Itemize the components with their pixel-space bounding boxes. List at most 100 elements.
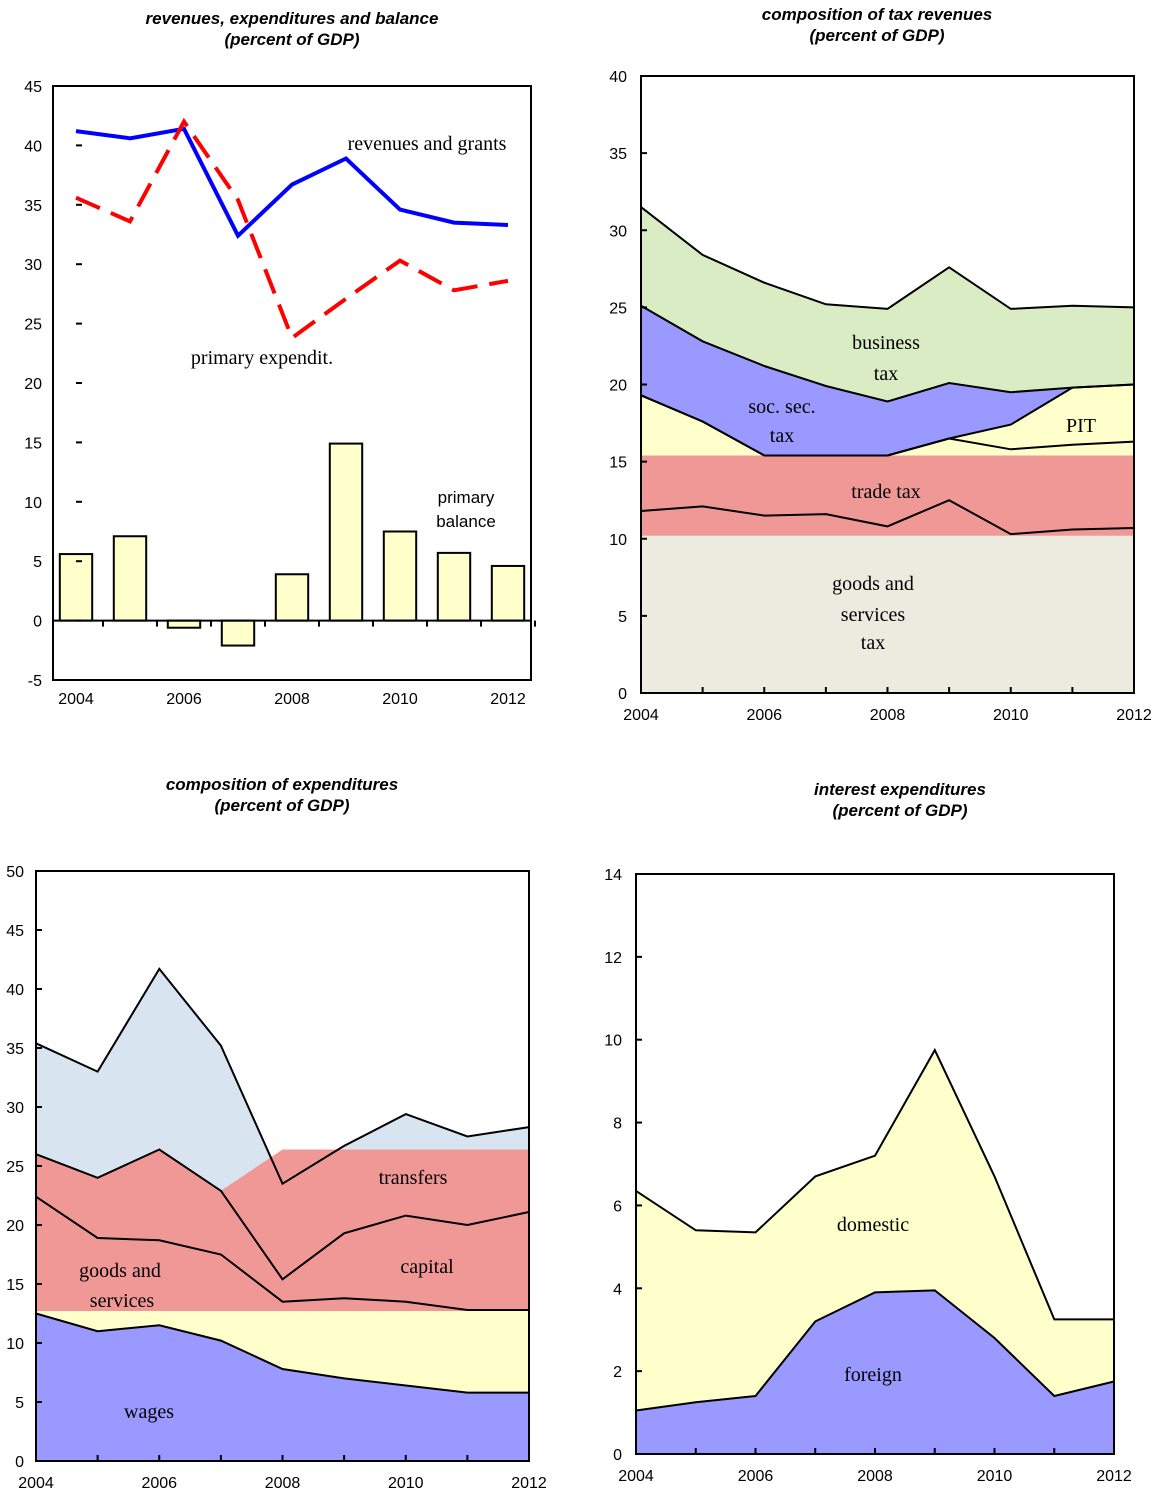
series-line	[640, 383, 1135, 457]
y-tick-label: 5	[15, 1395, 24, 1412]
y-tick-label: 30	[609, 223, 627, 240]
y-tick-label: 12	[604, 950, 622, 967]
y-tick-label: 25	[24, 317, 42, 334]
label-transfers: transfers	[379, 1167, 448, 1189]
y-tick-label: 6	[613, 1198, 622, 1215]
y-tick-label: 20	[6, 1218, 24, 1235]
y-tick-label: 8	[613, 1116, 622, 1133]
panel-interest-expenditures: interest expenditures (percent of GDP) 0…	[604, 780, 1132, 1485]
panel-tax-revenues: composition of tax revenues (percent of …	[609, 5, 1152, 724]
bar-2006	[166, 619, 202, 629]
chart-subtitle: (percent of GDP)	[224, 30, 359, 49]
y-tick-label: 0	[33, 614, 42, 631]
series-line	[635, 1289, 1115, 1412]
axis-ticks: 0 5 10 15 20 25 30 35 40 2004 2006 2008 2010 2012	[609, 69, 1152, 724]
y-tick-label: 30	[24, 257, 42, 274]
y-tick-label: 0	[15, 1454, 24, 1471]
area-band	[641, 305, 1134, 456]
plot-marks	[640, 206, 1135, 693]
label-services: services	[841, 604, 906, 626]
area-band	[641, 384, 1134, 456]
x-tick-label: 2004	[618, 1468, 654, 1485]
label-balance: balance	[436, 512, 496, 531]
label-business-tax: tax	[874, 363, 898, 385]
chart-title: composition of expenditures	[166, 775, 398, 794]
label-services-tax: tax	[861, 632, 885, 654]
label-soc-sec-tax: tax	[770, 425, 794, 447]
bar-2012	[490, 564, 526, 622]
label-capital: capital	[400, 1256, 454, 1278]
x-tick-label: 2008	[857, 1468, 893, 1485]
bar-2005	[112, 535, 148, 622]
label-foreign: foreign	[844, 1364, 902, 1386]
y-tick-label: 50	[6, 864, 24, 881]
plot-marks	[35, 967, 530, 1461]
plot-marks	[53, 117, 531, 647]
y-tick-label: 20	[609, 378, 627, 395]
label-goods-and: goods and	[79, 1260, 161, 1282]
x-tick-label: 2008	[870, 707, 906, 724]
area-band	[36, 1313, 529, 1461]
axis-ticks: -5 0 5 10 15 20 25 30 35 40 45 2004 2006 2008 2010 2012	[24, 79, 536, 708]
chart-title: interest expenditures	[814, 780, 986, 799]
bar-2007	[220, 619, 256, 647]
series-line	[35, 1195, 529, 1311]
bar-2008	[274, 573, 310, 622]
y-tick-label: 35	[6, 1041, 24, 1058]
x-tick-label: 2012	[490, 691, 526, 708]
series-line	[35, 1148, 530, 1281]
series-line	[640, 304, 1135, 403]
x-tick-label: 2008	[274, 691, 310, 708]
chart-title: composition of tax revenues	[762, 5, 993, 24]
x-tick-label: 2012	[1116, 707, 1152, 724]
series-line	[640, 206, 1135, 310]
y-tick-label: 2	[613, 1364, 622, 1381]
label-business: business	[852, 332, 920, 354]
area-band	[36, 1149, 529, 1312]
series-line	[640, 499, 1135, 536]
y-tick-label: 5	[33, 554, 42, 571]
panel-revenues-expenditures: revenues, expenditures and balance (perc…	[24, 9, 536, 708]
y-tick-label: 20	[24, 376, 42, 393]
y-tick-label: 10	[24, 495, 42, 512]
x-tick-label: 2006	[141, 1475, 177, 1492]
plot-marks	[635, 1047, 1115, 1454]
y-tick-label: 40	[6, 982, 24, 999]
y-tick-label: 5	[618, 609, 627, 626]
series-line	[35, 1312, 529, 1394]
y-tick-label: 45	[6, 923, 24, 940]
x-tick-label: 2012	[1096, 1468, 1132, 1485]
x-tick-label: 2006	[738, 1468, 774, 1485]
area-band	[636, 1290, 1114, 1454]
y-tick-label: 15	[609, 455, 627, 472]
label-goods-and: goods and	[832, 573, 914, 595]
x-tick-label: 2010	[382, 691, 418, 708]
y-tick-label: 35	[609, 146, 627, 163]
panel-expenditures: composition of expenditures (percent of …	[6, 775, 547, 1492]
series-line	[635, 1047, 1114, 1321]
chart-subtitle: (percent of GDP)	[809, 26, 944, 45]
y-tick-label: 25	[6, 1159, 24, 1176]
y-tick-label: 10	[604, 1033, 622, 1050]
y-tick-label: 10	[609, 532, 627, 549]
y-tick-label: 10	[6, 1336, 24, 1353]
bar-2009	[328, 442, 364, 622]
axis-ticks: 0 5 10 15 20 25 30 35 40 45 50 2004 2006 2008 2010 2012	[6, 864, 547, 1492]
series-line	[35, 967, 530, 1186]
x-tick-label: 2008	[265, 1475, 301, 1492]
y-tick-label: 40	[24, 138, 42, 155]
series-line	[75, 117, 509, 342]
y-tick-label: 25	[609, 300, 627, 317]
y-tick-label: 15	[6, 1277, 24, 1294]
label-pit: PIT	[1066, 415, 1096, 437]
label-primary-expenditure: primary expendit.	[191, 347, 333, 369]
label-trade-tax: trade tax	[851, 481, 920, 503]
bar-2010	[382, 530, 418, 622]
bar-2011	[436, 551, 472, 622]
x-tick-label: 2004	[58, 691, 94, 708]
label-soc-sec: soc. sec.	[748, 396, 815, 418]
x-tick-label: 2012	[511, 1475, 547, 1492]
x-tick-label: 2006	[746, 707, 782, 724]
area-band	[641, 535, 1134, 693]
